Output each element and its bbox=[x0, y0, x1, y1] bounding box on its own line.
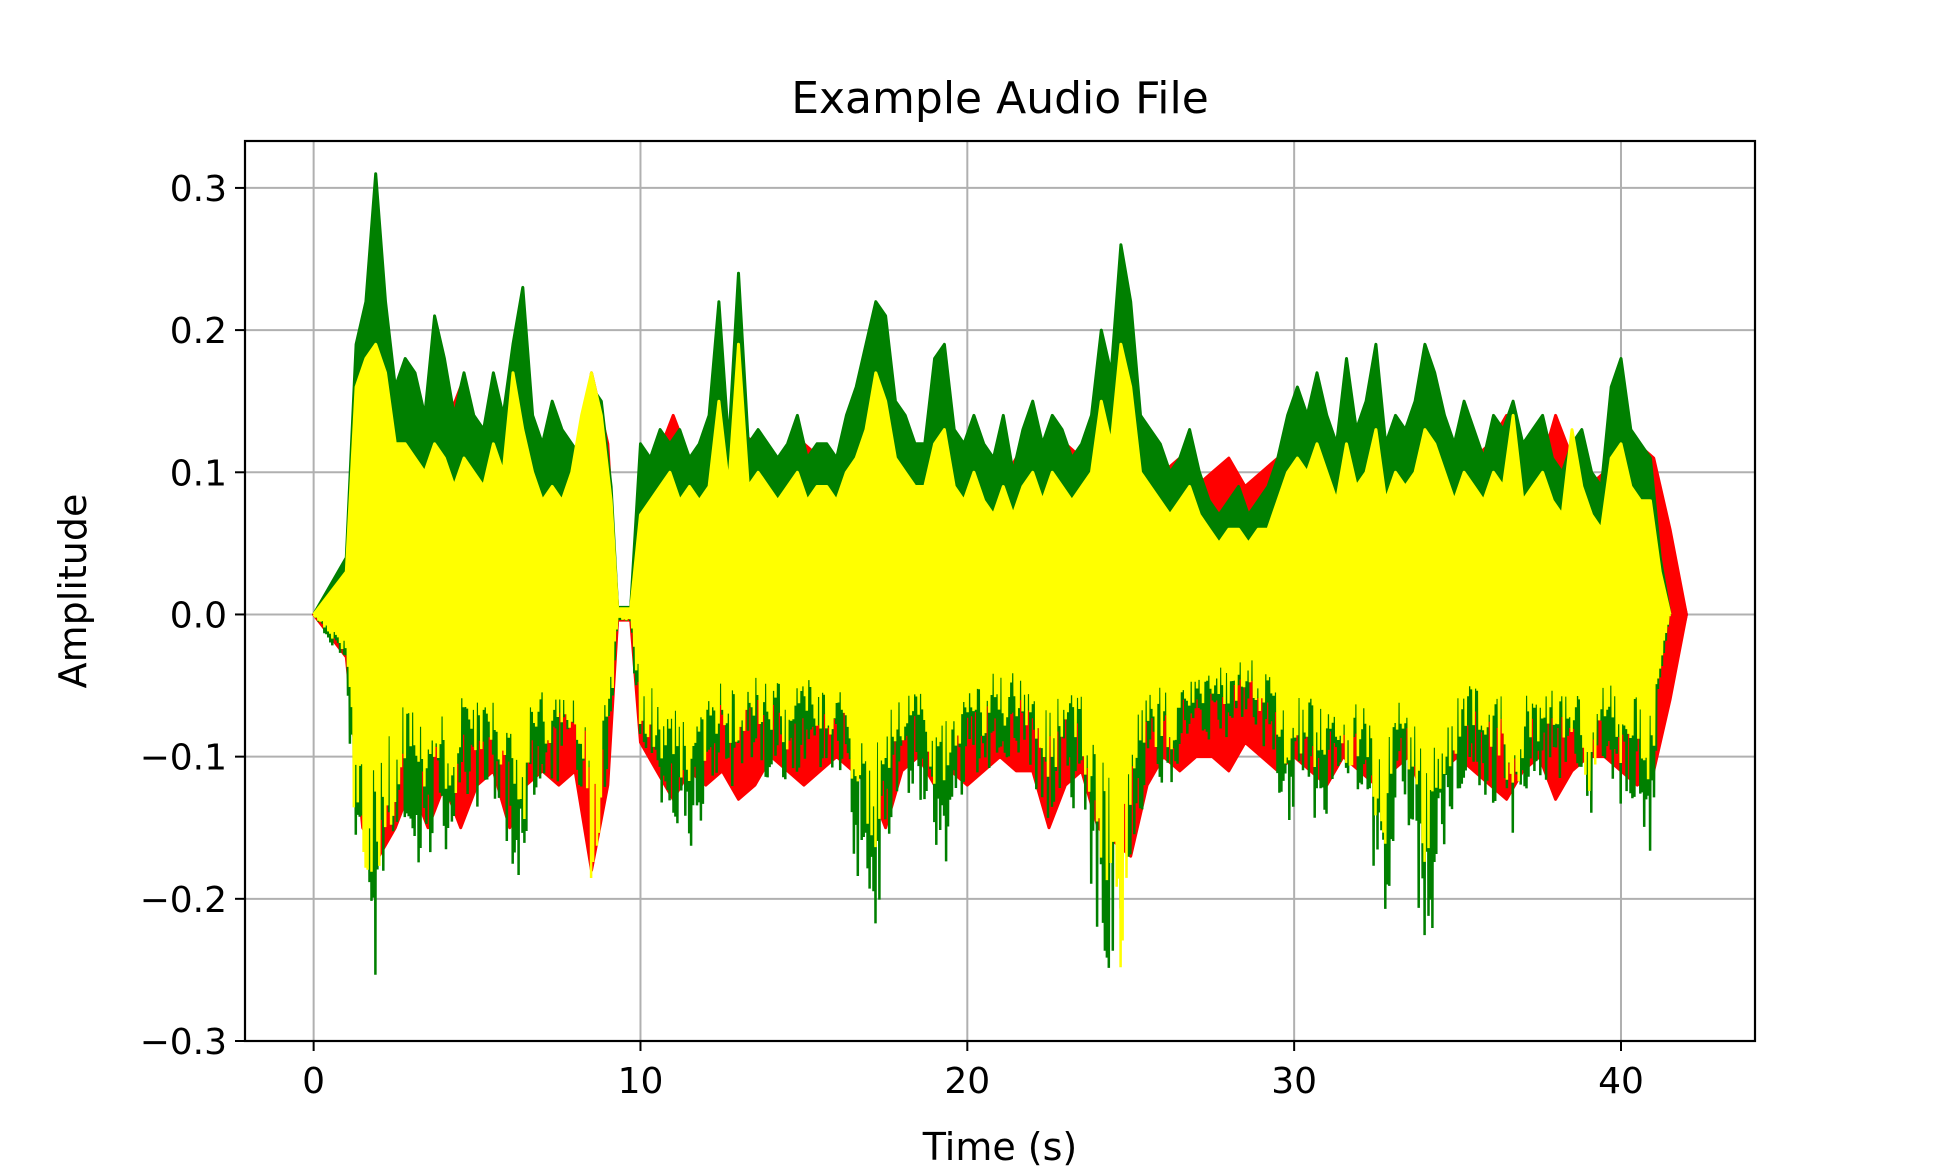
y-tick-label-2: 0.1 bbox=[170, 453, 227, 494]
x-tick-label-2: 20 bbox=[944, 1061, 990, 1102]
x-axis-label: Time (s) bbox=[922, 1125, 1078, 1169]
y-tick-label-5: −0.2 bbox=[140, 880, 227, 921]
plot-frame bbox=[243, 139, 1757, 1043]
series-3-trace bbox=[312, 374, 1671, 968]
chart-title: Example Audio File bbox=[791, 73, 1209, 124]
x-tick-label-3: 30 bbox=[1271, 1061, 1317, 1102]
x-tick-label-1: 10 bbox=[618, 1061, 664, 1102]
ticks: 0 10 20 30 40 0.3 0.2 0.1 0.0 −0.1 −0.2 −0.3 bbox=[140, 169, 1644, 1102]
y-tick-label-3: 0.0 bbox=[170, 595, 227, 636]
y-tick-label-1: 0.2 bbox=[170, 311, 227, 352]
x-tick-label-4: 40 bbox=[1598, 1061, 1644, 1102]
series-3 bbox=[312, 342, 1672, 968]
series-layer bbox=[312, 172, 1688, 975]
y-tick-label-4: −0.1 bbox=[140, 738, 227, 779]
y-axis-label: Amplitude bbox=[51, 494, 95, 689]
y-tick-label-6: −0.3 bbox=[140, 1022, 227, 1063]
x-tick-label-0: 0 bbox=[302, 1061, 325, 1102]
y-tick-label-0: 0.3 bbox=[170, 169, 227, 210]
